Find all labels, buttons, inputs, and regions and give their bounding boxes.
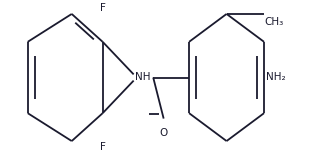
Text: CH₃: CH₃ <box>264 18 283 27</box>
Text: NH₂: NH₂ <box>266 73 285 82</box>
Text: NH: NH <box>135 73 151 82</box>
Text: F: F <box>100 142 106 152</box>
Text: O: O <box>159 128 168 138</box>
Text: F: F <box>100 3 106 13</box>
